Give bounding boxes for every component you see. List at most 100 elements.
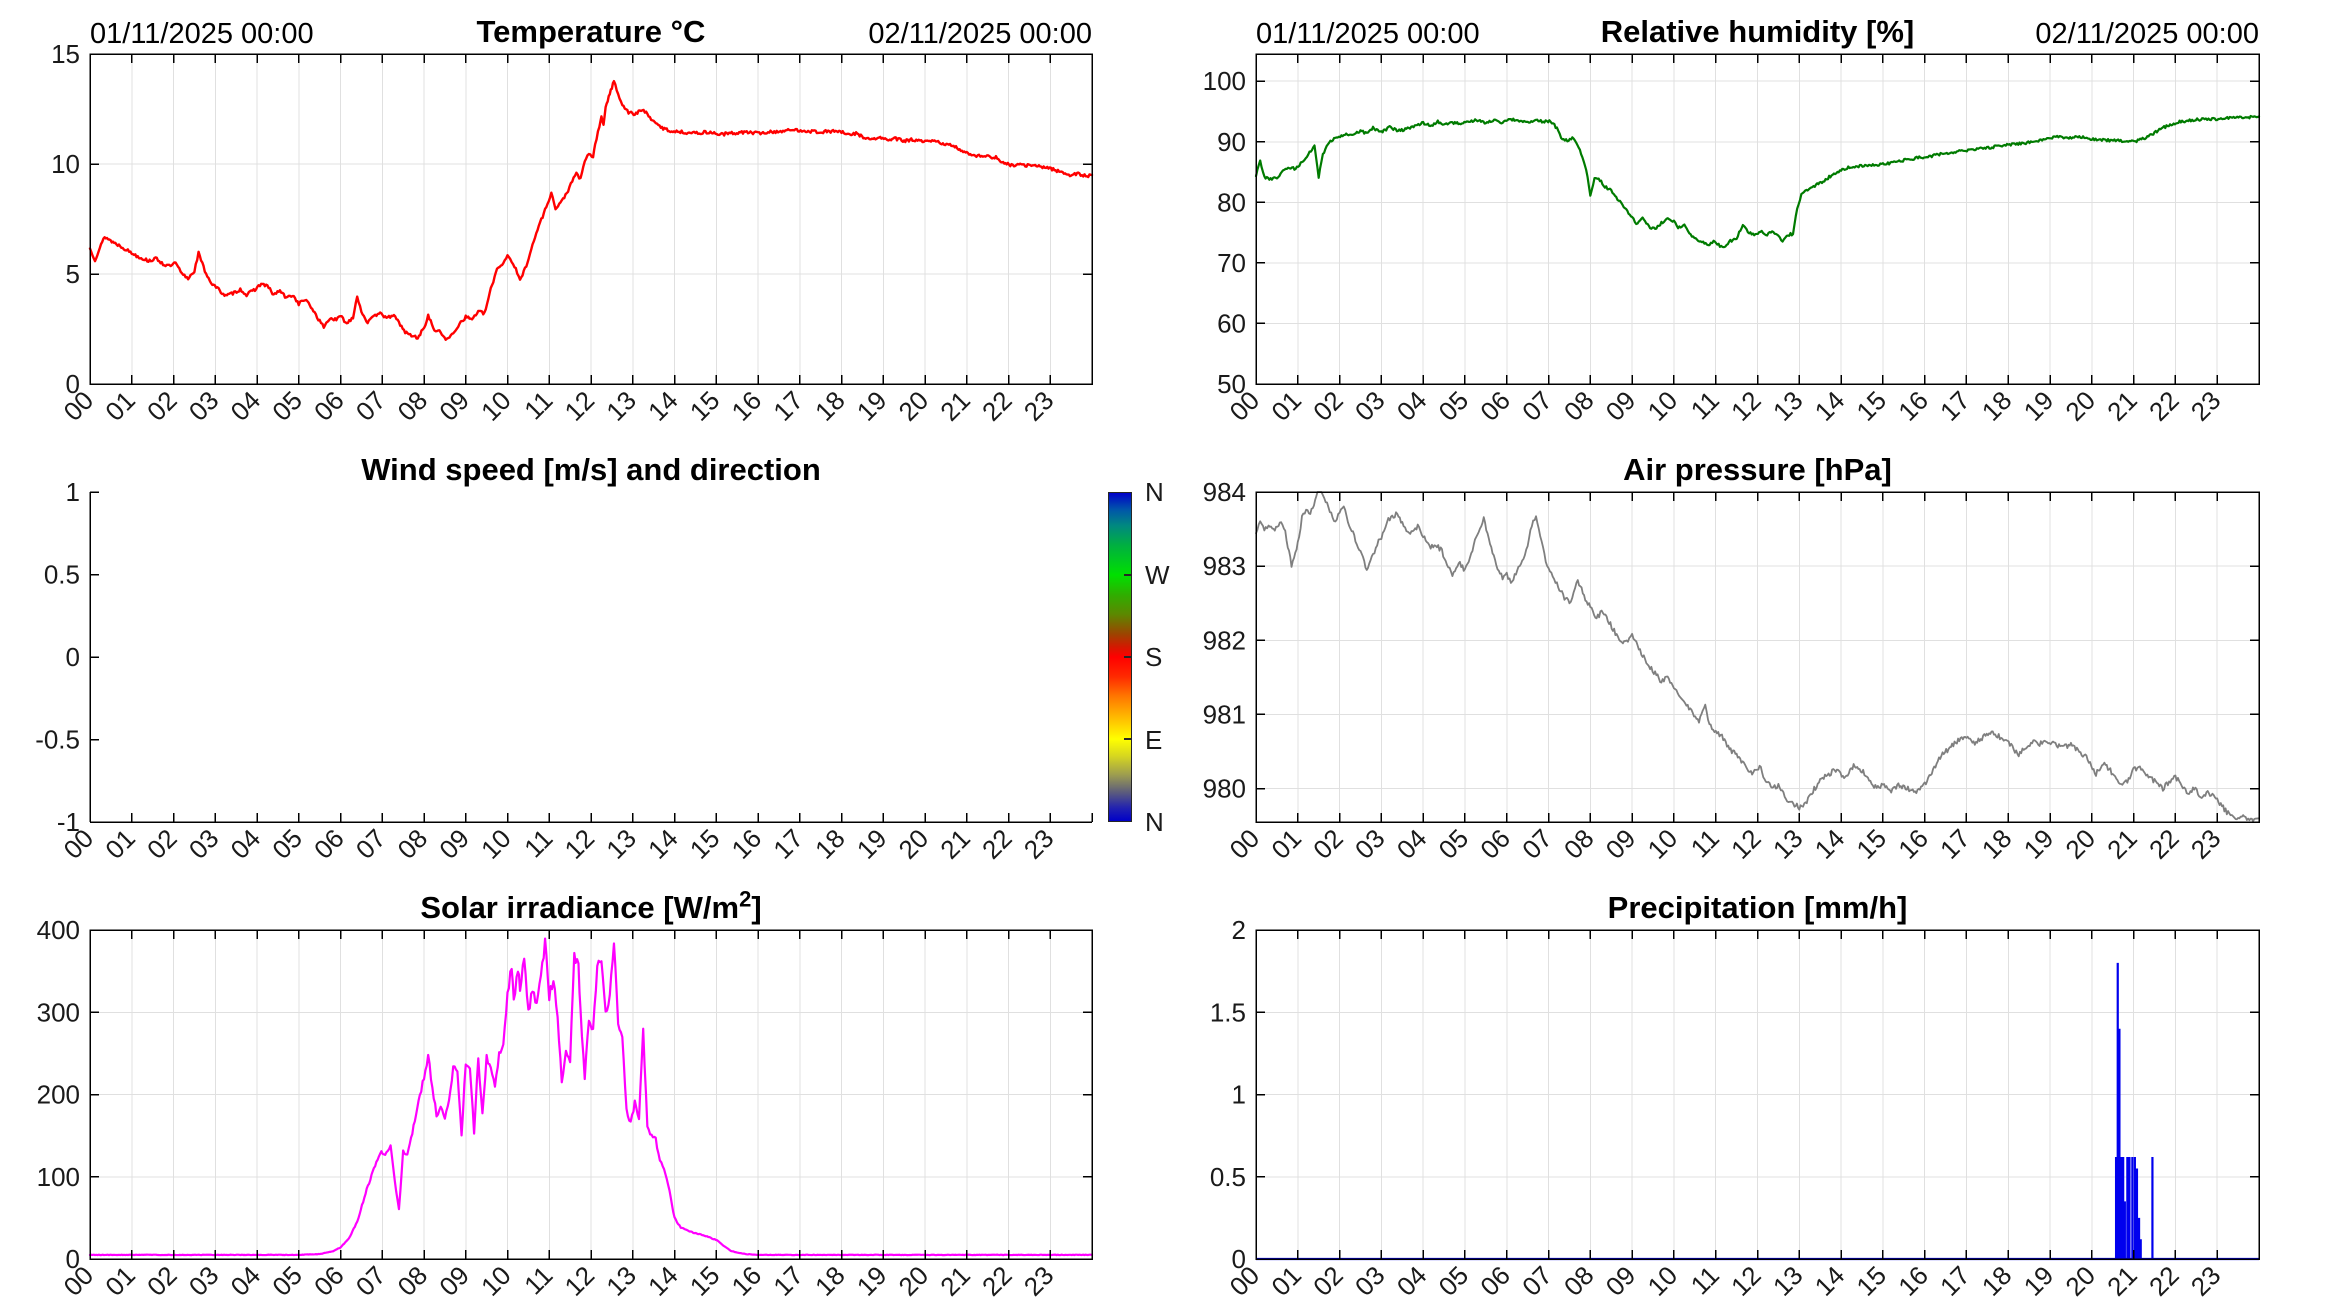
x-tick-label: 03 bbox=[183, 823, 225, 865]
title-text: Solar irradiance [W/m bbox=[420, 890, 740, 925]
wind-direction-colorbar bbox=[1108, 492, 1132, 822]
y-tick-label: 5 bbox=[66, 259, 80, 289]
y-tick-label: 0.5 bbox=[1210, 1162, 1246, 1192]
x-tick-label: 15 bbox=[684, 385, 726, 427]
x-tick-label: 08 bbox=[392, 385, 434, 427]
x-tick-label: 02 bbox=[141, 385, 183, 427]
x-tick-label: 04 bbox=[225, 823, 267, 865]
y-tick-label: 100 bbox=[1203, 66, 1246, 96]
y-tick-label: 1.5 bbox=[1210, 997, 1246, 1027]
y-tick-label: 400 bbox=[37, 915, 80, 945]
x-tick-label: 21 bbox=[2101, 385, 2143, 427]
x-tick-label: 07 bbox=[1516, 1260, 1558, 1302]
x-tick-label: 21 bbox=[934, 823, 976, 865]
x-tick-label: 02 bbox=[141, 823, 183, 865]
x-tick-label: 04 bbox=[1391, 823, 1433, 865]
x-tick-label: 10 bbox=[1641, 1260, 1683, 1302]
y-tick-label: 200 bbox=[37, 1080, 80, 1110]
x-tick-label: 06 bbox=[308, 1260, 350, 1302]
x-tick-label: 09 bbox=[433, 1260, 475, 1302]
wind-chart: 00 01 02 03 04 05 06 07 08 09 10 11 12 13 14 15 16 17 18 19… bbox=[35, 477, 1093, 865]
x-tick-label: 07 bbox=[1516, 385, 1558, 427]
x-tick-label: 19 bbox=[2018, 385, 2060, 427]
y-tick-label: 15 bbox=[51, 39, 80, 69]
x-tick-label: 11 bbox=[518, 1260, 558, 1300]
x-tick-label: 04 bbox=[1391, 385, 1433, 427]
x-tick-label: 21 bbox=[2101, 1260, 2143, 1302]
chart-title: Precipitation [mm/h] bbox=[1607, 890, 1908, 925]
x-tick-label: 15 bbox=[1850, 385, 1892, 427]
x-tick-label: 08 bbox=[1558, 823, 1600, 865]
y-tick-label: 981 bbox=[1203, 699, 1246, 729]
chart-title: Solar irradiance [W/m2] bbox=[90, 888, 1092, 926]
x-tick-label: 12 bbox=[559, 1260, 601, 1302]
x-tick-label: 03 bbox=[1349, 823, 1391, 865]
colorbar-label-s-2: S bbox=[1145, 642, 1163, 672]
x-tick-label: 17 bbox=[767, 385, 809, 427]
x-tick-label: 01 bbox=[99, 823, 141, 865]
y-tick-label: 980 bbox=[1203, 774, 1246, 804]
x-tick-label: 00 bbox=[1224, 823, 1266, 865]
x-tick-label: 17 bbox=[767, 1260, 809, 1302]
x-tick-label: 08 bbox=[1558, 385, 1600, 427]
x-tick-label: 10 bbox=[1641, 385, 1683, 427]
x-tick-label: 23 bbox=[2185, 385, 2227, 427]
x-tick-label: 18 bbox=[809, 1260, 851, 1302]
x-tick-label: 22 bbox=[2143, 1260, 2185, 1302]
x-tick-label: 07 bbox=[350, 823, 392, 865]
x-tick-label: 06 bbox=[308, 823, 350, 865]
colorbar-tick bbox=[1124, 656, 1131, 658]
x-tick-label: 17 bbox=[1934, 1260, 1976, 1302]
x-tick-label: 09 bbox=[433, 823, 475, 865]
y-tick-label: 2 bbox=[1232, 915, 1246, 945]
x-tick-label: 19 bbox=[851, 385, 893, 427]
colorbar-tick bbox=[1124, 738, 1131, 740]
x-tick-label: 16 bbox=[726, 385, 768, 427]
x-tick-label: 05 bbox=[1433, 385, 1475, 427]
x-tick-label: 19 bbox=[2018, 823, 2060, 865]
x-tick-label: 05 bbox=[266, 823, 308, 865]
colorbar-label-n-4: N bbox=[1145, 807, 1164, 837]
x-tick-label: 10 bbox=[475, 385, 517, 427]
colorbar-label-w-1: W bbox=[1145, 559, 1170, 590]
x-tick-label: 14 bbox=[642, 823, 684, 865]
x-tick-label: 10 bbox=[1641, 823, 1683, 865]
x-tick-label: 18 bbox=[1976, 385, 2018, 427]
x-tick-label: 22 bbox=[976, 1260, 1018, 1302]
precipitation-panel: Precipitation [mm/h] 00 01 02 03 04 05 06 07 08 0… bbox=[1166, 876, 2333, 1313]
colorbar-label-n-0: N bbox=[1145, 477, 1164, 507]
x-tick-label: 14 bbox=[1809, 1260, 1851, 1302]
x-tick-label: 02 bbox=[1307, 385, 1349, 427]
y-tick-label: 982 bbox=[1203, 625, 1246, 655]
y-tick-label: 0 bbox=[1232, 1244, 1246, 1274]
x-tick-label: 13 bbox=[600, 1260, 642, 1302]
y-tick-label: 90 bbox=[1217, 127, 1246, 157]
y-tick-label: 1 bbox=[66, 477, 80, 507]
x-tick-label: 12 bbox=[1725, 385, 1767, 427]
solar-panel: Solar irradiance [W/m2] 00 01 02 03 04 05 06 07… bbox=[0, 876, 1166, 1313]
x-tick-label: 20 bbox=[893, 823, 935, 865]
x-tick-label: 20 bbox=[2059, 1260, 2101, 1302]
x-tick-label: 03 bbox=[1349, 1260, 1391, 1302]
x-tick-label: 13 bbox=[600, 385, 642, 427]
x-tick-label: 10 bbox=[475, 823, 517, 865]
wind-panel: Wind speed [m/s] and direction 00 01 02 03 0… bbox=[0, 438, 1169, 876]
date-label-end: 02/11/2025 00:00 bbox=[868, 18, 1092, 50]
y-tick-label: 0 bbox=[66, 369, 80, 399]
x-tick-label: 04 bbox=[1391, 1260, 1433, 1302]
x-tick-label: 14 bbox=[1809, 823, 1851, 865]
x-tick-label: 01 bbox=[1265, 1260, 1307, 1302]
x-tick-label: 22 bbox=[976, 385, 1018, 427]
x-tick-label: 08 bbox=[392, 1260, 434, 1302]
x-tick-label: 23 bbox=[2185, 823, 2227, 865]
chart-title: Temperature °C bbox=[476, 14, 706, 49]
x-tick-label: 03 bbox=[1349, 385, 1391, 427]
x-tick-label: 19 bbox=[2018, 1260, 2060, 1302]
x-tick-label: 20 bbox=[893, 385, 935, 427]
title-text: ] bbox=[751, 890, 762, 925]
x-tick-label: 05 bbox=[1433, 823, 1475, 865]
y-tick-label: 1 bbox=[1232, 1080, 1246, 1110]
x-tick-label: 18 bbox=[809, 823, 851, 865]
colorbar-tick bbox=[1124, 574, 1131, 576]
date-label-end: 02/11/2025 00:00 bbox=[2035, 18, 2259, 50]
